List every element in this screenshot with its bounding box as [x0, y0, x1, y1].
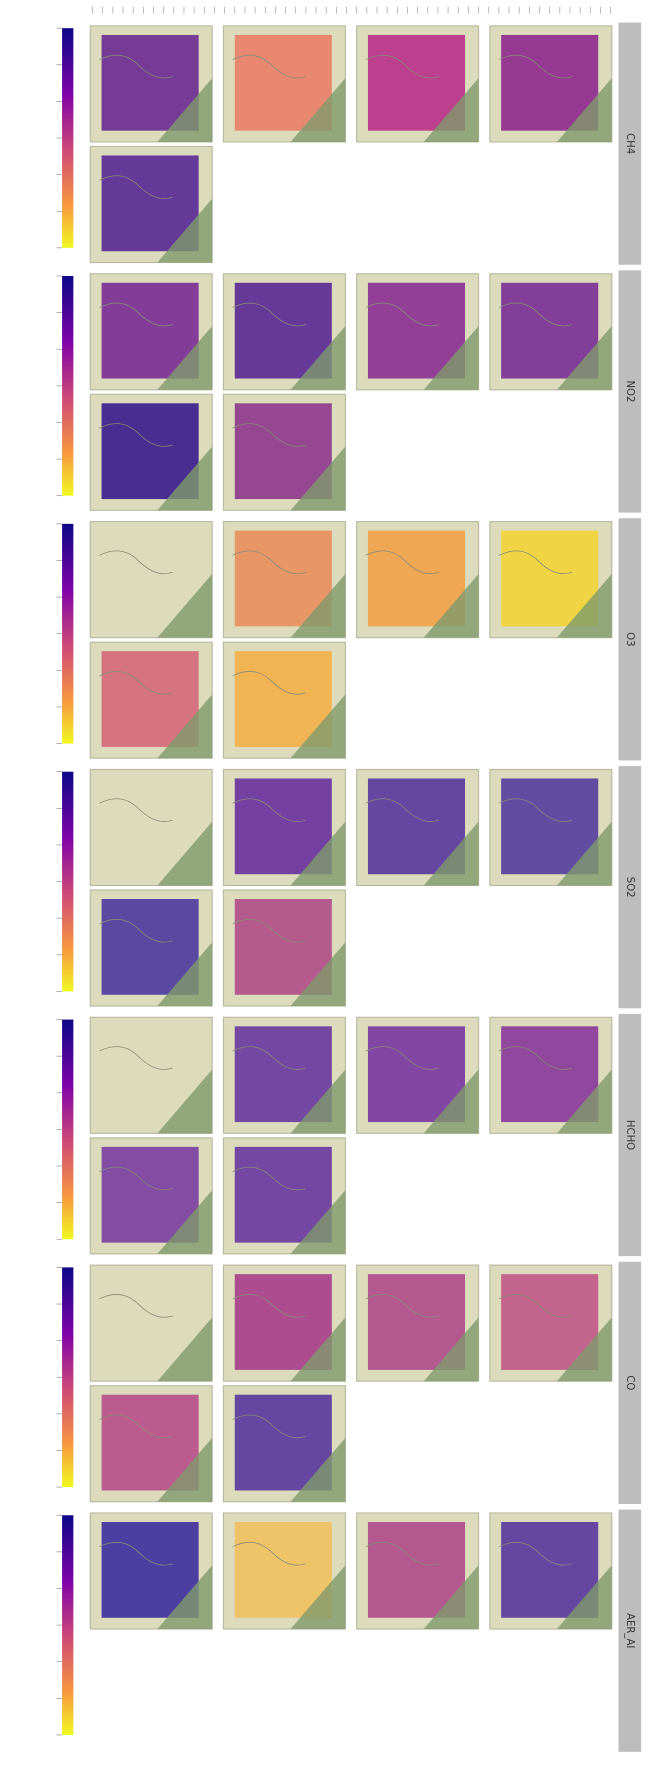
- map-panel: [223, 642, 345, 758]
- facet-label: O3: [624, 632, 635, 646]
- figure: CH4 NO2 O3 SO2 HCHO CO AER_AI: [0, 0, 649, 1780]
- map-panel: [490, 274, 612, 390]
- colorbar: [62, 276, 73, 496]
- colorbar: [62, 772, 73, 992]
- map-panel: [90, 1265, 212, 1381]
- map-panel: [357, 1265, 479, 1381]
- map-panel: [90, 26, 212, 142]
- facet-label: AER_AI: [624, 1613, 635, 1648]
- map-panel: [490, 769, 612, 885]
- facet-label: CH4: [624, 133, 635, 154]
- colorbar: [62, 1267, 73, 1487]
- map-panel: [490, 1265, 612, 1381]
- map-panel: [490, 1017, 612, 1133]
- map-panel: [357, 1513, 479, 1629]
- map-panel: [223, 890, 345, 1006]
- colorbar: [62, 1515, 73, 1735]
- map-panel: [90, 1513, 212, 1629]
- map-panel: [357, 26, 479, 142]
- map-panel: [223, 394, 345, 510]
- map-panel: [223, 1265, 345, 1381]
- map-panel: [490, 522, 612, 638]
- facet-label: HCHO: [624, 1120, 635, 1150]
- map-panel: [490, 26, 612, 142]
- map-panel: [90, 890, 212, 1006]
- map-panel: [223, 1513, 345, 1629]
- map-panel: [90, 274, 212, 390]
- facet-label: SO2: [624, 877, 635, 898]
- map-panel: [357, 274, 479, 390]
- map-panel: [90, 394, 212, 510]
- map-panel: [357, 1017, 479, 1133]
- map-panel: [90, 642, 212, 758]
- colorbar: [62, 28, 73, 248]
- facet-label: NO2: [624, 380, 635, 402]
- map-panel: [223, 274, 345, 390]
- map-panel: [490, 1513, 612, 1629]
- map-panel: [90, 769, 212, 885]
- map-panel: [223, 769, 345, 885]
- map-panel: [223, 1138, 345, 1254]
- map-panel: [90, 1386, 212, 1502]
- map-panel: [90, 522, 212, 638]
- colorbar: [62, 1020, 73, 1240]
- map-panel: [223, 26, 345, 142]
- map-panel: [90, 146, 212, 262]
- map-panel: [90, 1138, 212, 1254]
- facet-label: CO: [624, 1375, 635, 1390]
- colorbar: [62, 524, 73, 744]
- map-panel: [90, 1017, 212, 1133]
- map-panel: [357, 769, 479, 885]
- map-panel: [223, 1386, 345, 1502]
- map-panel: [357, 522, 479, 638]
- map-panel: [223, 1017, 345, 1133]
- page: CH4NO2O3SO2HCHOCOAER_AI (() => { const d…: [0, 0, 649, 1780]
- map-panel: [223, 522, 345, 638]
